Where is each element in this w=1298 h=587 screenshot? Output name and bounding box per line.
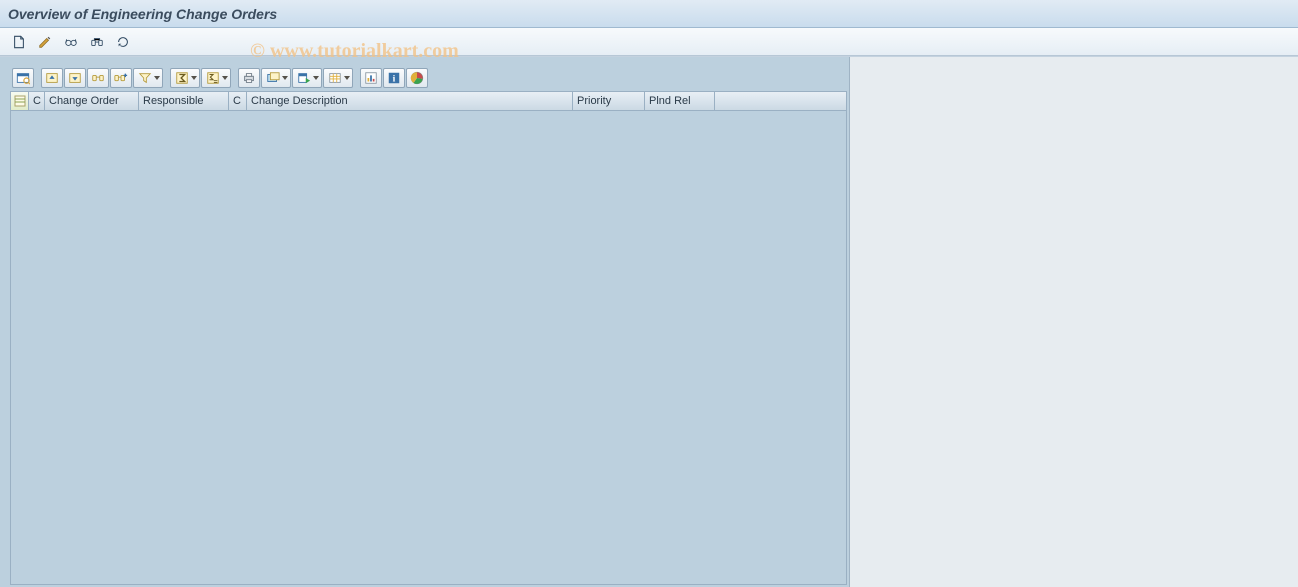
details-button[interactable] (12, 68, 34, 88)
print-icon (242, 71, 256, 85)
alv-toolbar: i (10, 67, 847, 91)
layout-icon (328, 71, 342, 85)
total-button[interactable] (170, 68, 200, 88)
column-c2[interactable]: C (229, 92, 247, 110)
right-pane (850, 57, 1298, 587)
table-header: C Change Order Responsible C Change Desc… (10, 91, 847, 111)
sort-asc-button[interactable] (41, 68, 63, 88)
separator (35, 68, 40, 88)
column-responsible[interactable]: Responsible (139, 92, 229, 110)
sigma-icon (175, 71, 189, 85)
binoculars-icon (90, 35, 104, 49)
details-icon (16, 71, 30, 85)
abc-button[interactable] (406, 68, 428, 88)
new-document-button[interactable] (10, 33, 28, 51)
grid-pane: i C Change Order Responsible C Change De… (0, 57, 850, 587)
separator (354, 68, 359, 88)
column-change-order[interactable]: Change Order (45, 92, 139, 110)
title-bar: Overview of Engineering Change Orders (0, 0, 1298, 28)
filter-icon (138, 71, 152, 85)
app-toolbar (0, 28, 1298, 56)
glasses-icon (64, 35, 78, 49)
column-label: C (233, 95, 241, 107)
column-label: Priority (577, 95, 611, 107)
column-plnd-rel[interactable]: Plnd Rel (645, 92, 715, 110)
find-button[interactable] (88, 33, 106, 51)
table-body[interactable] (10, 111, 847, 585)
sort-asc-icon (45, 71, 59, 85)
barchart-icon (364, 71, 378, 85)
content-area: i C Change Order Responsible C Change De… (0, 56, 1298, 587)
alv-grid: i C Change Order Responsible C Change De… (10, 67, 847, 585)
selectall-icon (14, 95, 26, 107)
column-change-desc[interactable]: Change Description (247, 92, 573, 110)
column-priority[interactable]: Priority (573, 92, 645, 110)
binoc-plus-icon (114, 71, 128, 85)
document-icon (12, 35, 26, 49)
binoc-yellow-icon (91, 71, 105, 85)
column-label: Plnd Rel (649, 95, 691, 107)
export-button[interactable] (292, 68, 322, 88)
svg-text:i: i (393, 73, 396, 84)
export-icon (297, 71, 311, 85)
find-next-button[interactable] (110, 68, 132, 88)
info-icon: i (387, 71, 401, 85)
layout-button[interactable] (323, 68, 353, 88)
graphic-button[interactable] (360, 68, 382, 88)
sort-desc-icon (68, 71, 82, 85)
display-button[interactable] (62, 33, 80, 51)
views-icon (266, 71, 280, 85)
find-alv-button[interactable] (87, 68, 109, 88)
views-button[interactable] (261, 68, 291, 88)
subtotal-button[interactable] (201, 68, 231, 88)
select-all-column[interactable] (11, 92, 29, 110)
refresh-icon (116, 35, 130, 49)
info-button[interactable]: i (383, 68, 405, 88)
abc-icon (410, 71, 424, 85)
column-label: Change Description (251, 95, 348, 107)
sort-desc-button[interactable] (64, 68, 86, 88)
separator (164, 68, 169, 88)
print-button[interactable] (238, 68, 260, 88)
refresh-button[interactable] (114, 33, 132, 51)
column-label: C (33, 95, 41, 107)
pencil-icon (38, 35, 52, 49)
page-title: Overview of Engineering Change Orders (8, 6, 277, 22)
edit-button[interactable] (36, 33, 54, 51)
column-label: Change Order (49, 95, 119, 107)
filter-button[interactable] (133, 68, 163, 88)
column-c1[interactable]: C (29, 92, 45, 110)
column-label: Responsible (143, 95, 204, 107)
separator (232, 68, 237, 88)
column-spacer (715, 92, 846, 110)
subtotal-icon (206, 71, 220, 85)
